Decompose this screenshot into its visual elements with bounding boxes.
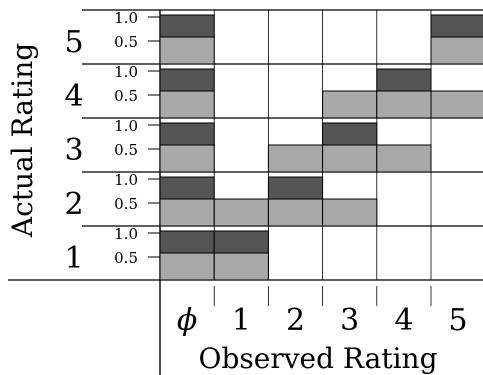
bar-light [267,144,324,173]
sub-tick-label: 0.5 [114,141,138,159]
row-label: 2 [64,187,83,222]
x-tick-label: 1 [232,303,251,338]
x-axis-title: Observed Rating [199,342,438,375]
row-label: 4 [64,79,83,114]
sub-tick-label: 0.5 [114,249,138,267]
bar-light [322,144,378,173]
labels: 51.00.541.00.531.00.521.00.511.00.5ϕ 1 2 3 4… [64,9,467,338]
bar-light [159,144,215,173]
sub-tick-label: 1.0 [114,117,138,135]
bar-light [159,252,215,281]
bar-light [322,90,378,119]
bar-light [430,90,483,119]
x-tick-label: 4 [394,303,413,338]
bar-dark [430,14,483,38]
bar-light [213,252,269,281]
bar-light [159,36,215,65]
bar-light [322,198,378,227]
x-tick-label: 3 [340,303,359,338]
bar-light [267,198,324,227]
bar-light [159,198,215,227]
bar-dark [267,176,324,200]
bar-dark [159,176,215,200]
sub-tick-label: 1.0 [114,9,138,27]
row-label: 5 [64,25,83,60]
bars [159,14,483,281]
bar-light [376,144,432,173]
bar-dark [159,230,215,254]
sub-tick-label: 0.5 [114,33,138,51]
bar-dark [159,122,215,146]
bar-light [159,90,215,119]
sub-tick-label: 0.5 [114,195,138,213]
sub-tick-label: 1.0 [114,63,138,81]
bar-dark [159,14,215,38]
bar-light [376,90,432,119]
sub-tick-label: 0.5 [114,87,138,105]
row-label: 3 [64,133,83,168]
y-axis-title: Actual Rating [6,43,39,238]
x-tick-label: 2 [286,303,305,338]
bar-dark [213,230,269,254]
bar-light [213,198,269,227]
bar-light [430,36,483,65]
bar-dark [159,68,215,92]
bar-dark [322,122,378,146]
sub-tick-label: 1.0 [114,171,138,189]
bar-dark [376,68,432,92]
x-tick-label: 5 [449,303,468,338]
sub-tick-label: 1.0 [114,225,138,243]
row-label: 1 [64,241,83,276]
x-tick-label: ϕ [177,303,197,338]
